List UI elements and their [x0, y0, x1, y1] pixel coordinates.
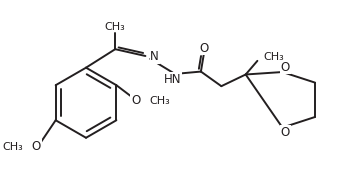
Text: O: O	[199, 42, 208, 55]
Text: N: N	[150, 51, 159, 63]
Text: O: O	[32, 140, 41, 153]
Text: O: O	[281, 61, 290, 74]
Text: O: O	[131, 94, 140, 107]
Text: HN: HN	[164, 73, 181, 86]
Text: CH₃: CH₃	[105, 22, 126, 32]
Text: O: O	[281, 126, 290, 139]
Text: CH₃: CH₃	[263, 52, 284, 62]
Text: CH₃: CH₃	[2, 142, 23, 152]
Text: CH₃: CH₃	[149, 96, 170, 106]
